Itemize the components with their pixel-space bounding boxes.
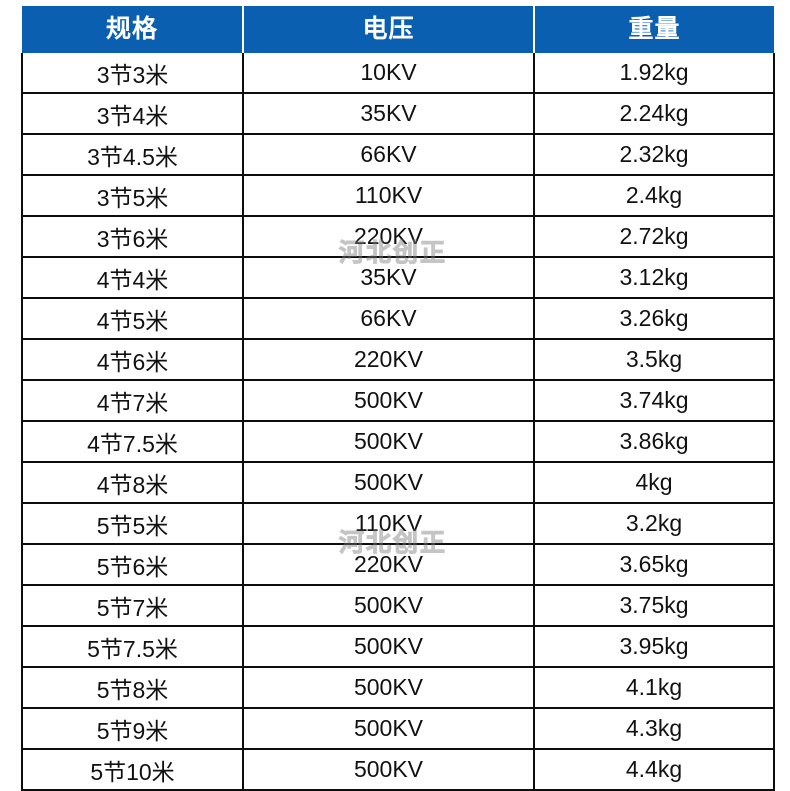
cell-voltage: 35KV bbox=[243, 257, 535, 299]
column-header-spec: 规格 bbox=[22, 6, 244, 53]
table-row: 5节5米 110KV 3.2kg bbox=[21, 503, 775, 545]
column-header-voltage: 电压 bbox=[243, 6, 535, 53]
table-row: 4节6米 220KV 3.5kg bbox=[21, 339, 775, 381]
cell-weight: 1.92kg bbox=[534, 53, 775, 94]
specification-table: 规格 电压 重量 3节3米 10KV 1.92kg 3节4米 35KV 2.24kg 3节4… bbox=[21, 6, 775, 791]
cell-voltage: 500KV bbox=[243, 380, 535, 422]
cell-voltage: 66KV bbox=[243, 298, 535, 340]
cell-weight: 3.86kg bbox=[534, 421, 775, 463]
cell-weight: 2.72kg bbox=[534, 216, 775, 258]
cell-voltage: 500KV bbox=[243, 667, 535, 709]
cell-weight: 3.95kg bbox=[534, 626, 775, 668]
cell-weight: 3.65kg bbox=[534, 544, 775, 586]
column-header-weight: 重量 bbox=[534, 6, 774, 53]
table-row: 3节4.5米 66KV 2.32kg bbox=[21, 134, 775, 176]
cell-weight: 2.32kg bbox=[534, 134, 775, 176]
cell-spec: 4节5米 bbox=[21, 298, 244, 340]
table-row: 4节5米 66KV 3.26kg bbox=[21, 298, 775, 340]
cell-weight: 2.4kg bbox=[534, 175, 775, 217]
cell-spec: 5节5米 bbox=[21, 503, 244, 545]
cell-spec: 4节7米 bbox=[21, 380, 244, 422]
cell-weight: 3.75kg bbox=[534, 585, 775, 627]
cell-spec: 5节9米 bbox=[21, 708, 244, 750]
table-row: 3节5米 110KV 2.4kg bbox=[21, 175, 775, 217]
cell-spec: 3节6米 bbox=[21, 216, 244, 258]
cell-voltage: 66KV bbox=[243, 134, 535, 176]
table-row: 3节3米 10KV 1.92kg bbox=[21, 53, 775, 94]
cell-voltage: 10KV bbox=[243, 53, 535, 94]
cell-weight: 3.12kg bbox=[534, 257, 775, 299]
cell-spec: 5节7米 bbox=[21, 585, 244, 627]
cell-spec: 4节7.5米 bbox=[21, 421, 244, 463]
cell-spec: 3节4.5米 bbox=[21, 134, 244, 176]
cell-spec: 3节5米 bbox=[21, 175, 244, 217]
header-row: 规格 电压 重量 bbox=[22, 6, 774, 53]
cell-voltage: 500KV bbox=[243, 421, 535, 463]
cell-weight: 2.24kg bbox=[534, 93, 775, 135]
cell-spec: 4节6米 bbox=[21, 339, 244, 381]
cell-spec: 5节7.5米 bbox=[21, 626, 244, 668]
cell-voltage: 35KV bbox=[243, 93, 535, 135]
cell-spec: 5节10米 bbox=[21, 749, 244, 791]
cell-spec: 4节8米 bbox=[21, 462, 244, 504]
table-row: 5节6米 220KV 3.65kg bbox=[21, 544, 775, 586]
table-row: 3节6米 220KV 2.72kg bbox=[21, 216, 775, 258]
table-row: 4节7.5米 500KV 3.86kg bbox=[21, 421, 775, 463]
table-row: 5节7.5米 500KV 3.95kg bbox=[21, 626, 775, 668]
cell-voltage: 500KV bbox=[243, 626, 535, 668]
cell-voltage: 500KV bbox=[243, 708, 535, 750]
cell-voltage: 220KV bbox=[243, 544, 535, 586]
cell-voltage: 220KV bbox=[243, 216, 535, 258]
cell-spec: 3节4米 bbox=[21, 93, 244, 135]
cell-weight: 3.5kg bbox=[534, 339, 775, 381]
cell-voltage: 500KV bbox=[243, 462, 535, 504]
cell-weight: 3.74kg bbox=[534, 380, 775, 422]
cell-voltage: 220KV bbox=[243, 339, 535, 381]
cell-weight: 4kg bbox=[534, 462, 775, 504]
table-header: 规格 电压 重量 bbox=[22, 6, 774, 53]
cell-weight: 3.26kg bbox=[534, 298, 775, 340]
cell-voltage: 500KV bbox=[243, 585, 535, 627]
cell-weight: 4.4kg bbox=[534, 749, 775, 791]
table-row: 4节4米 35KV 3.12kg bbox=[21, 257, 775, 299]
table-row: 4节8米 500KV 4kg bbox=[21, 462, 775, 504]
table-row: 5节9米 500KV 4.3kg bbox=[21, 708, 775, 750]
cell-voltage: 110KV bbox=[243, 175, 535, 217]
cell-voltage: 110KV bbox=[243, 503, 535, 545]
cell-spec: 5节8米 bbox=[21, 667, 244, 709]
table-row: 5节8米 500KV 4.1kg bbox=[21, 667, 775, 709]
table-row: 3节4米 35KV 2.24kg bbox=[21, 93, 775, 135]
table-row: 5节7米 500KV 3.75kg bbox=[21, 585, 775, 627]
table-body: 3节3米 10KV 1.92kg 3节4米 35KV 2.24kg 3节4.5米 66KV 2.… bbox=[21, 53, 775, 791]
cell-weight: 4.3kg bbox=[534, 708, 775, 750]
cell-voltage: 500KV bbox=[243, 749, 535, 791]
cell-spec: 4节4米 bbox=[21, 257, 244, 299]
cell-spec: 5节6米 bbox=[21, 544, 244, 586]
cell-weight: 4.1kg bbox=[534, 667, 775, 709]
table-row: 4节7米 500KV 3.74kg bbox=[21, 380, 775, 422]
spec-table-container: 规格 电压 重量 3节3米 10KV 1.92kg 3节4米 35KV 2.24kg 3节4… bbox=[21, 6, 775, 791]
table-row: 5节10米 500KV 4.4kg bbox=[21, 749, 775, 791]
cell-spec: 3节3米 bbox=[21, 53, 244, 94]
cell-weight: 3.2kg bbox=[534, 503, 775, 545]
